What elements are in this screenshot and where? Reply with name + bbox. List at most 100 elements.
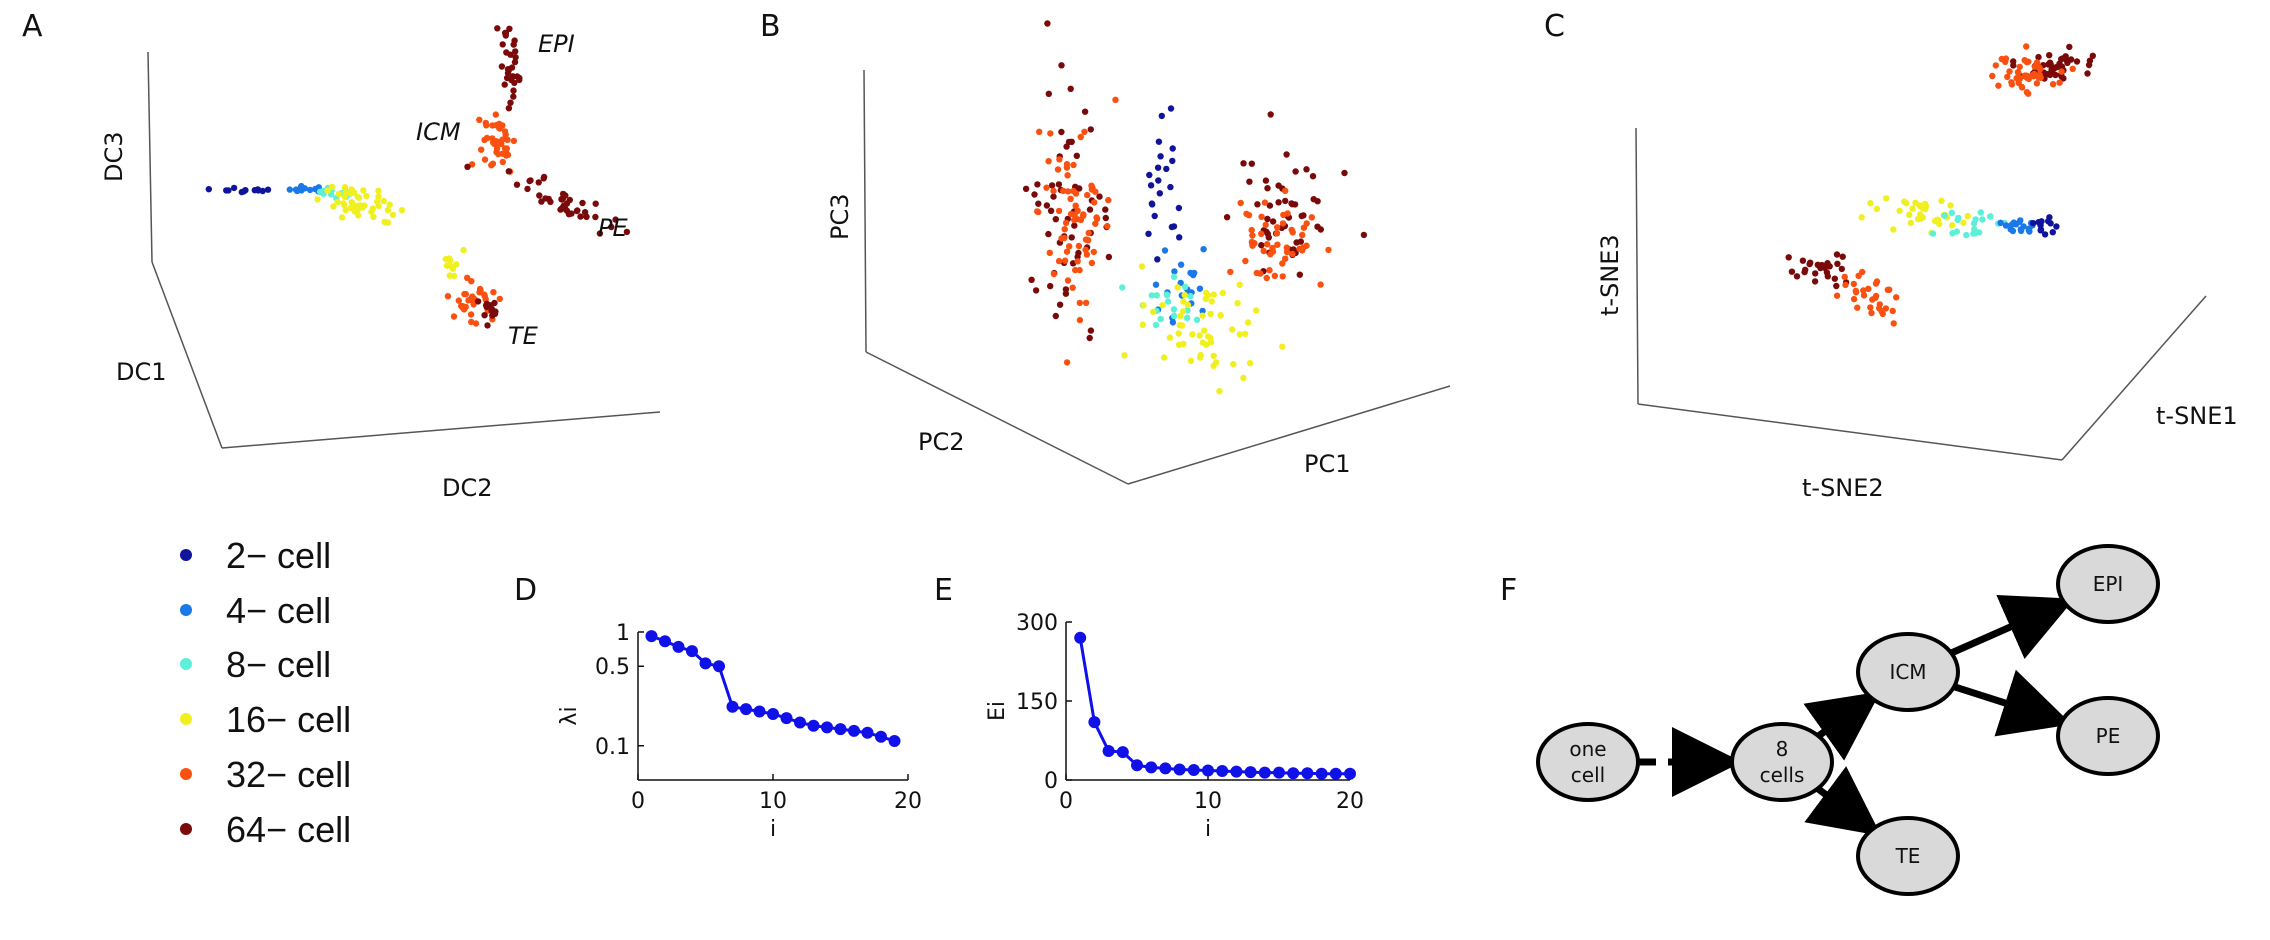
scatter-point bbox=[2026, 228, 2033, 235]
scatter-point bbox=[1157, 153, 1164, 160]
scatter-point bbox=[592, 200, 599, 207]
scatter-point bbox=[1296, 271, 1304, 278]
scatter-point bbox=[1050, 193, 1057, 200]
scatter-point bbox=[1171, 268, 1178, 275]
scatter-point bbox=[1280, 211, 1287, 219]
scatter-point bbox=[510, 137, 518, 145]
scatter-point bbox=[1047, 130, 1054, 137]
scatter-point bbox=[1066, 243, 1073, 250]
scatter-point bbox=[1152, 321, 1160, 329]
scatter-point bbox=[1076, 266, 1083, 274]
scatter-point bbox=[1266, 202, 1274, 209]
scatter-point bbox=[498, 63, 506, 70]
scatter-point bbox=[1155, 138, 1163, 145]
data-point bbox=[659, 635, 671, 648]
scatter-point bbox=[1949, 222, 1956, 229]
scatter-point bbox=[1086, 334, 1093, 342]
scatter-point bbox=[1158, 112, 1166, 120]
panel-a-axes-box bbox=[147, 51, 661, 449]
scatter-point bbox=[316, 188, 324, 195]
panel-a-label: A bbox=[22, 9, 43, 44]
scatter-point bbox=[513, 181, 521, 188]
scatter-point bbox=[2033, 80, 2041, 87]
scatter-point bbox=[502, 131, 509, 138]
scatter-point bbox=[1812, 270, 1819, 277]
scatter-point bbox=[1077, 133, 1084, 141]
scatter-point bbox=[1854, 304, 1861, 311]
panel-c-scatter bbox=[1785, 43, 2096, 327]
scatter-point bbox=[1102, 214, 1110, 222]
scatter-point bbox=[442, 255, 449, 263]
scatter-point bbox=[2066, 43, 2073, 51]
annot-pe: PE bbox=[598, 214, 628, 242]
scatter-point bbox=[341, 184, 349, 191]
scatter-point bbox=[1303, 242, 1310, 249]
legend: 2− cell 4− cell 8− cell 16− cell 32− cel… bbox=[180, 535, 351, 850]
scatter-point bbox=[1236, 331, 1243, 338]
scatter-point bbox=[2021, 72, 2029, 79]
scatter-point bbox=[1237, 199, 1244, 207]
scatter-point bbox=[384, 206, 392, 214]
scatter-point bbox=[1052, 216, 1060, 223]
data-point bbox=[1187, 764, 1200, 776]
scatter-point bbox=[1831, 275, 1839, 282]
scatter-point bbox=[341, 193, 348, 200]
scatter-point bbox=[1067, 85, 1074, 93]
scatter-point bbox=[375, 187, 382, 194]
scatter-point bbox=[1325, 246, 1332, 254]
legend-label: 32− cell bbox=[226, 754, 351, 795]
scatter-point bbox=[540, 173, 548, 181]
legend-marker bbox=[180, 823, 192, 835]
scatter-point bbox=[1858, 214, 1865, 221]
scatter-point bbox=[1045, 90, 1053, 98]
scatter-point bbox=[1873, 278, 1881, 285]
scatter-point bbox=[510, 87, 517, 94]
scatter-point bbox=[1263, 274, 1270, 282]
lineage-node-label: cell bbox=[1571, 763, 1605, 787]
panel-c-axes-box bbox=[1635, 127, 2207, 461]
scatter-point bbox=[1300, 212, 1307, 219]
scatter-point bbox=[1274, 224, 1281, 231]
scatter-point bbox=[1149, 201, 1156, 208]
scatter-point bbox=[1070, 161, 1077, 169]
scatter-point bbox=[1075, 242, 1083, 250]
y-tick-label: 0 bbox=[1044, 769, 1058, 794]
scatter-point bbox=[1876, 301, 1884, 308]
scatter-point bbox=[1873, 205, 1881, 213]
data-point bbox=[1244, 766, 1257, 779]
scatter-point bbox=[1258, 242, 1265, 249]
legend-marker bbox=[180, 713, 192, 725]
scatter-point bbox=[1163, 165, 1170, 173]
scatter-point bbox=[1187, 292, 1194, 300]
scatter-point bbox=[1081, 108, 1089, 115]
scatter-point bbox=[1202, 295, 1209, 303]
scatter-point bbox=[2067, 56, 2075, 63]
scatter-point bbox=[1071, 216, 1078, 224]
scatter-point bbox=[1297, 238, 1305, 245]
scatter-point bbox=[1867, 304, 1874, 311]
scatter-point bbox=[524, 185, 531, 193]
scatter-point bbox=[444, 293, 452, 300]
scatter-point bbox=[501, 81, 508, 88]
scatter-point bbox=[1080, 211, 1087, 218]
scatter-point bbox=[1035, 200, 1042, 207]
scatter-point bbox=[1262, 177, 1270, 184]
scatter-point bbox=[1244, 319, 1252, 326]
scatter-point bbox=[1048, 182, 1056, 189]
legend-label: 4− cell bbox=[226, 590, 331, 631]
scatter-point bbox=[2016, 218, 2023, 225]
scatter-point bbox=[511, 79, 518, 87]
scatter-point bbox=[1077, 216, 1085, 224]
y-tick-label: 0.5 bbox=[595, 655, 630, 680]
scatter-point bbox=[468, 318, 475, 326]
scatter-point bbox=[375, 193, 382, 200]
scatter-point bbox=[398, 207, 406, 214]
scatter-point bbox=[1274, 241, 1281, 248]
scatter-point bbox=[481, 312, 488, 319]
scatter-point bbox=[1175, 204, 1183, 212]
scatter-point bbox=[1058, 62, 1065, 69]
scatter-point bbox=[1282, 255, 1289, 262]
scatter-point bbox=[478, 146, 485, 153]
data-point bbox=[1131, 759, 1143, 772]
scatter-point bbox=[1034, 181, 1041, 188]
